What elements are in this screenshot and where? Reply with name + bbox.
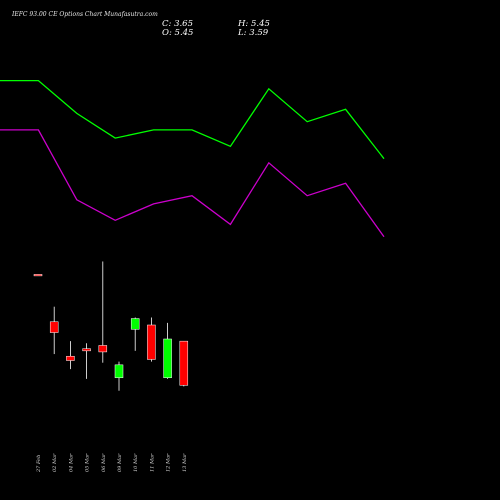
- candle-body: [98, 345, 108, 353]
- x-tick-label: 04 Mar: [68, 453, 74, 472]
- x-tick-label: 11 Mar: [149, 453, 155, 472]
- x-tick-label: 02 Mar: [52, 453, 58, 472]
- x-tick-label: 09 Mar: [117, 453, 123, 472]
- candle-body: [33, 274, 43, 277]
- candle-body: [130, 318, 140, 330]
- candle-body: [147, 324, 156, 360]
- candle-body: [82, 348, 91, 352]
- line-series-1: [0, 79, 385, 160]
- high-value: H: 5.45: [238, 19, 270, 29]
- open-value: O: 5.45: [162, 28, 194, 38]
- candle-body: [114, 364, 124, 379]
- candle-body: [66, 355, 75, 361]
- candle-body: [49, 321, 59, 333]
- low-value: L: 3.59: [238, 28, 269, 38]
- candle-body: [179, 340, 189, 386]
- x-tick-label: 10 Mar: [133, 453, 139, 472]
- x-tick-label: 12 Mar: [166, 453, 172, 472]
- x-tick-label: 13 Mar: [182, 453, 188, 472]
- x-tick-label: 27 Feb: [36, 455, 42, 473]
- x-tick-label: 05 Mar: [85, 453, 91, 472]
- line-series-2: [0, 129, 385, 238]
- candle-body: [163, 338, 172, 379]
- chart-title: IEFC 93.00 CE Options Chart Munafasutra.…: [12, 11, 158, 18]
- x-tick-label: 06 Mar: [101, 453, 107, 472]
- close-value: C: 3.65: [162, 19, 193, 29]
